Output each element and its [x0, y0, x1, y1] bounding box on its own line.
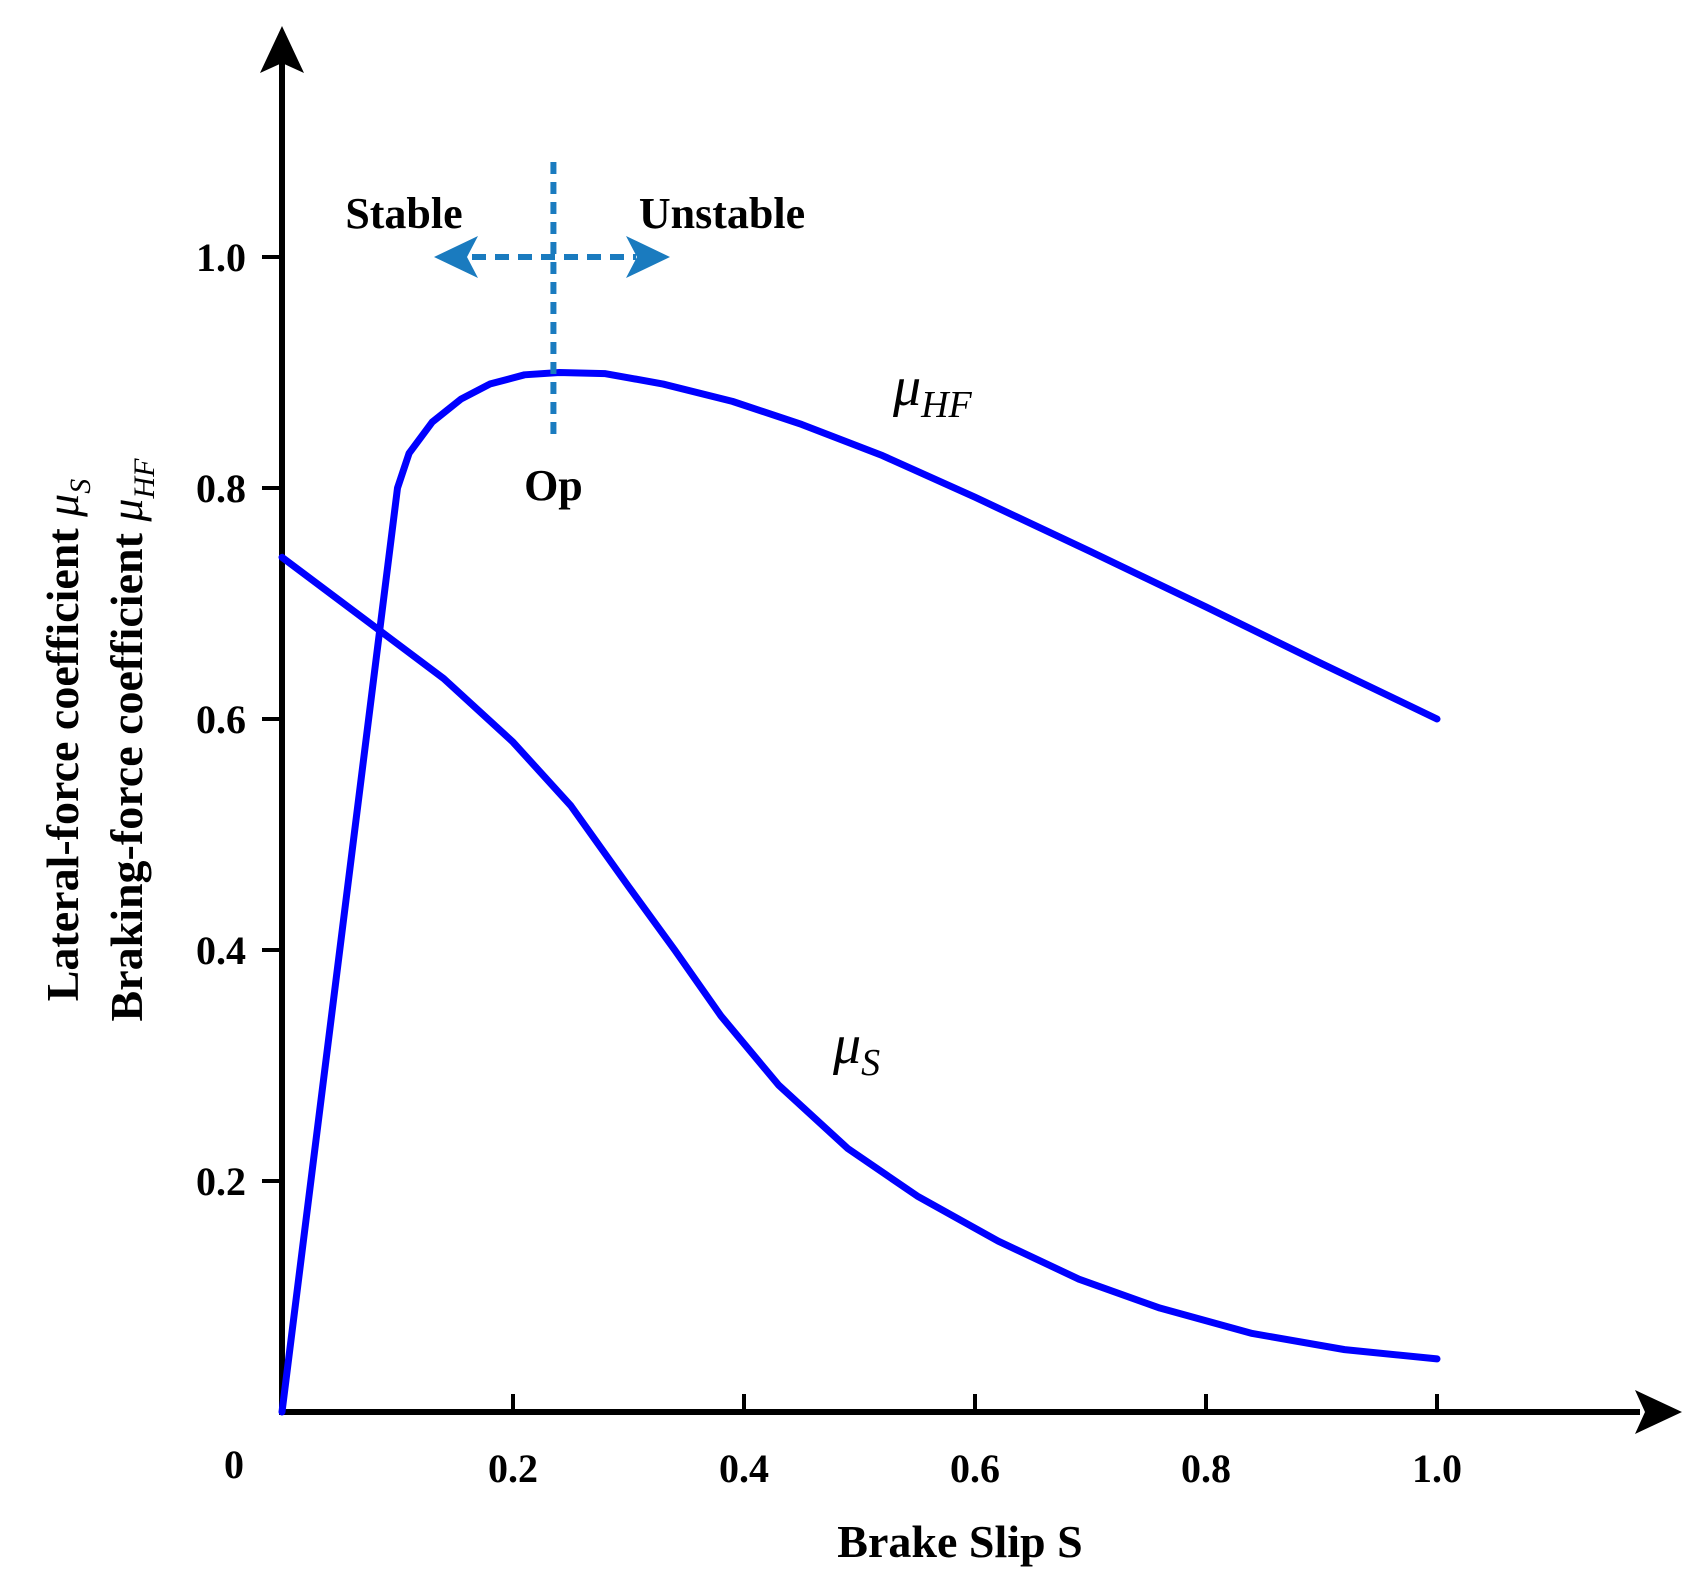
ticks: [262, 255, 1439, 1412]
x-tick-label: 0.2: [488, 1446, 538, 1491]
x-axis-title: Brake Slip S: [837, 1516, 1082, 1567]
y-tick-label: 0.2: [196, 1159, 246, 1204]
y-tick-label: 0.4: [196, 928, 246, 973]
y-axis-arrowhead: [260, 26, 304, 73]
y-axis-title-line-2: Braking-force coefficient μHF: [101, 458, 161, 1022]
y-tick-label: 0.6: [196, 697, 246, 742]
series-line-mu-s: [278, 553, 1441, 1363]
series-line-mu-hf: [278, 369, 1441, 1416]
unstable-arrowhead: [626, 236, 670, 278]
x-tick-label: 0.6: [950, 1446, 1000, 1491]
x-tick-label: 0.8: [1181, 1446, 1231, 1491]
stable-arrowhead: [434, 236, 478, 278]
series-layer: [278, 369, 1441, 1416]
y-tick-label: 0.8: [196, 466, 246, 511]
y-axis-title-line-1: Lateral-force coefficient μS: [37, 479, 97, 1002]
y-axis-title: Lateral-force coefficient μS Braking-for…: [37, 458, 161, 1022]
x-axis-arrowhead: [1635, 1390, 1682, 1434]
operating-point-label: Op: [524, 461, 583, 510]
origin-label: 0: [224, 1442, 244, 1487]
axes: [260, 26, 1682, 1434]
y-tick-label: 1.0: [196, 235, 246, 280]
series-label-mu-hf: μHF: [892, 356, 973, 426]
annotation-layer: Stable Unstable Op: [345, 162, 805, 510]
unstable-label: Unstable: [639, 189, 805, 238]
series-labels: μHF μS: [832, 356, 973, 1084]
x-tick-label: 0.4: [719, 1446, 769, 1491]
stable-label: Stable: [345, 189, 462, 238]
series-label-mu-s: μS: [832, 1014, 880, 1084]
tick-labels: 0.2 0.4 0.6 0.8 1.0 0.2 0.4 0.6 0.8 1.0: [196, 235, 1462, 1491]
x-tick-label: 1.0: [1412, 1446, 1462, 1491]
